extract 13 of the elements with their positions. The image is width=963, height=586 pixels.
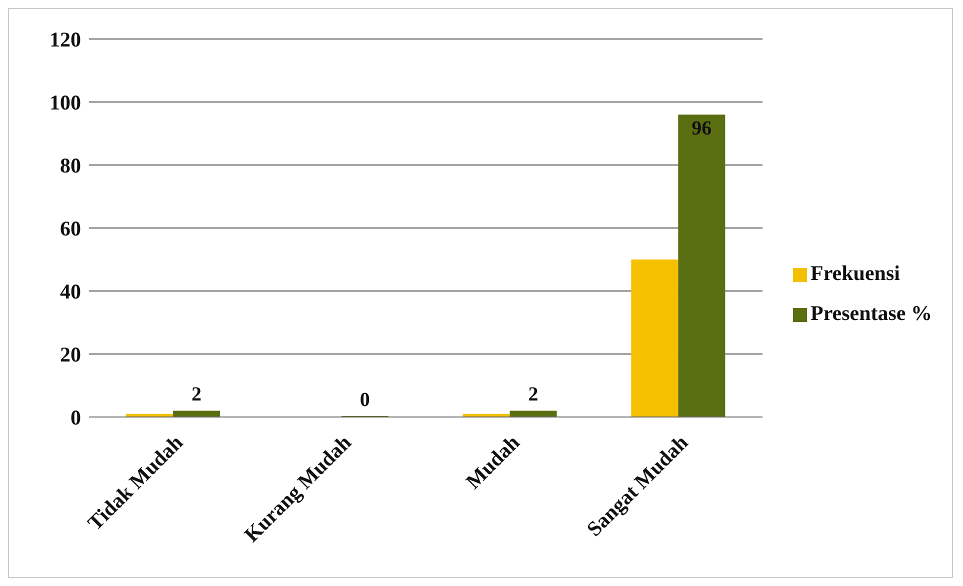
data-label: 96 (692, 118, 712, 140)
y-tick-label: 40 (60, 279, 81, 304)
y-tick-label: 0 (70, 405, 81, 430)
data-label: 2 (192, 384, 202, 406)
data-label: 0 (360, 389, 370, 411)
legend-label: Presentase % (810, 301, 932, 325)
legend-label: Frekuensi (810, 261, 900, 285)
y-tick-label: 120 (50, 27, 81, 52)
y-tick-label: 60 (60, 216, 81, 240)
y-tick-label: 100 (50, 90, 81, 114)
y-tick-label: 80 (60, 153, 81, 178)
y-tick-label: 20 (60, 342, 81, 366)
data-label: 2 (528, 384, 538, 406)
